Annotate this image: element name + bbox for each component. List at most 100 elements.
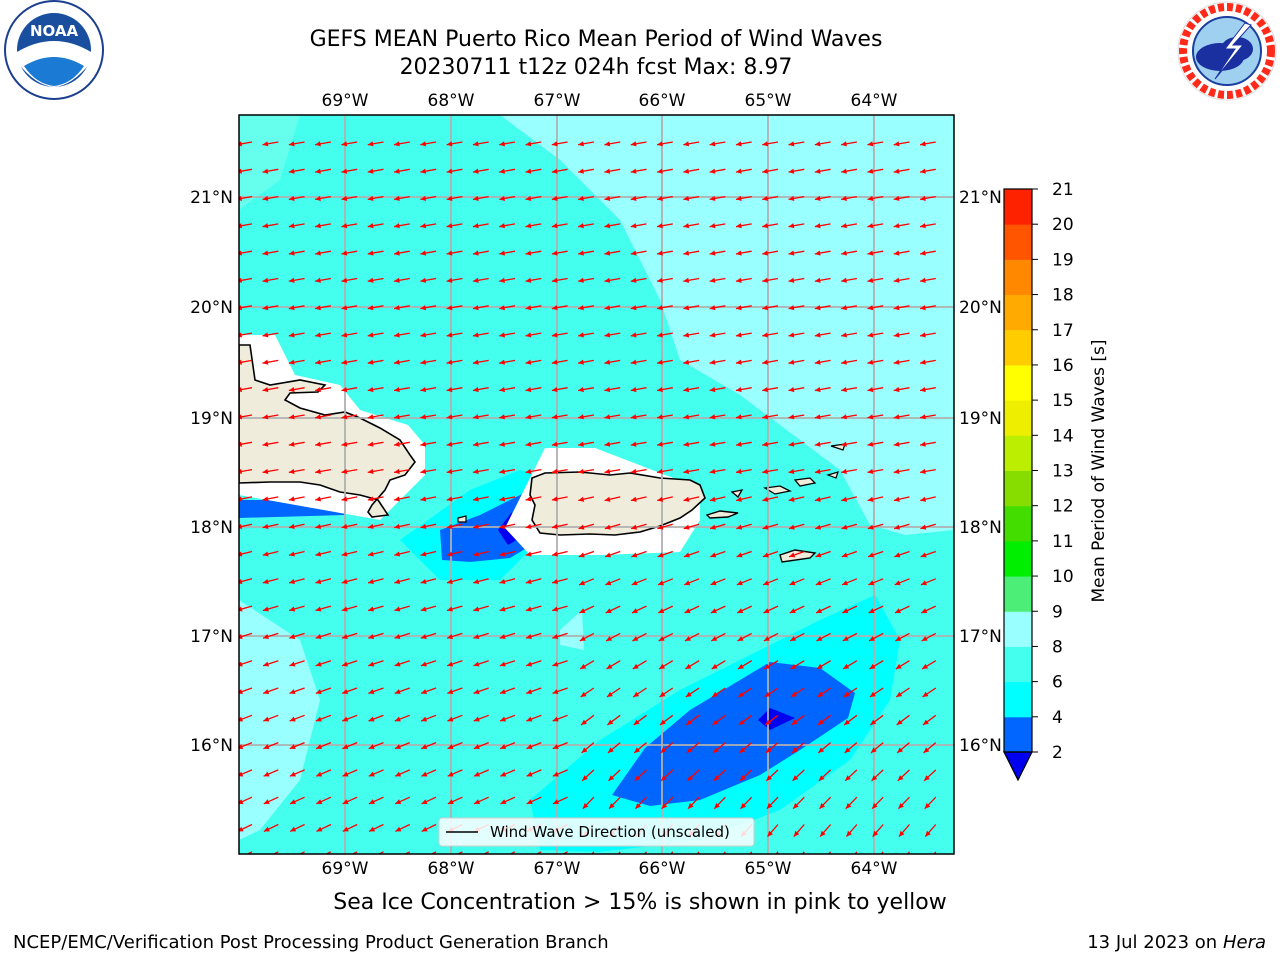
wave-direction-arrow [607, 714, 621, 726]
wave-direction-arrow [762, 141, 779, 147]
wave-direction-arrow [342, 796, 358, 805]
wave-direction-arrow [893, 523, 910, 530]
wave-direction-arrow [710, 578, 726, 586]
wave-direction-arrow [420, 496, 437, 502]
wave-direction-arrow [262, 523, 279, 530]
wave-direction-arrow [788, 359, 805, 365]
colorbar-swatch [1004, 435, 1032, 471]
noaa-logo: NOAA [2, 0, 106, 108]
wave-direction-arrow [262, 305, 279, 311]
wave-direction-arrow [630, 468, 647, 475]
colorbar-swatch [1004, 540, 1032, 577]
wave-direction-arrow [736, 523, 752, 530]
wave-direction-arrow [552, 605, 568, 612]
wave-direction-arrow [605, 632, 621, 642]
wave-direction-arrow [473, 632, 489, 640]
wave-direction-arrow [604, 195, 621, 202]
map-area [239, 115, 954, 854]
wave-direction-arrow [262, 223, 279, 229]
lat-label: 20°N [959, 298, 1002, 318]
colorbar-tick-label: 2 [1052, 743, 1063, 763]
wave-direction-arrow [740, 796, 753, 810]
wave-direction-arrow [288, 359, 305, 365]
wave-direction-arrow [263, 769, 279, 777]
wave-direction-arrow [263, 714, 279, 722]
footer-credit: NCEP/EMC/Verification Post Processing Pr… [13, 932, 609, 953]
wave-direction-arrow [393, 441, 410, 447]
wave-direction-arrow [656, 332, 673, 338]
wave-direction-arrow [630, 332, 647, 338]
wave-direction-arrow [683, 359, 700, 365]
wave-direction-arrow [789, 605, 805, 614]
wave-direction-arrow [367, 414, 384, 420]
wave-direction-arrow [315, 305, 332, 311]
lon-label: 67°W [534, 91, 581, 111]
wave-direction-arrow [420, 578, 437, 585]
wave-direction-arrow [578, 578, 595, 586]
wave-direction-arrow [525, 250, 542, 256]
wave-direction-arrow [737, 632, 753, 642]
wave-direction-arrow [289, 823, 305, 832]
wave-direction-arrow [446, 359, 463, 365]
wave-direction-arrow [526, 741, 542, 750]
wave-direction-arrow [841, 277, 858, 283]
light-wave-region-sw [239, 600, 320, 840]
wave-direction-arrow [472, 468, 489, 475]
wave-direction-arrow [606, 660, 621, 670]
wave-direction-arrow [870, 714, 884, 726]
wave-direction-arrow [288, 578, 305, 585]
wave-direction-arrow [239, 496, 253, 502]
wave-direction-arrow [315, 223, 332, 229]
wave-direction-arrow [788, 468, 805, 475]
wave-direction-arrow [288, 141, 305, 147]
wave-direction-arrow [686, 742, 700, 754]
wave-direction-arrow [499, 714, 516, 722]
wave-direction-arrow [762, 441, 779, 447]
lat-label: 16°N [959, 736, 1002, 756]
wave-direction-arrow [868, 578, 884, 586]
wave-direction-arrow [893, 468, 910, 475]
wave-direction-arrow [446, 168, 463, 174]
wave-direction-arrow [499, 223, 516, 229]
legend: Wind Wave Direction (unscaled) [438, 817, 755, 847]
wave-direction-arrow [919, 195, 936, 202]
wave-direction-arrow [239, 250, 253, 256]
wave-direction-arrow [687, 796, 700, 810]
wave-direction-arrow [525, 359, 542, 365]
wave-direction-arrow [788, 441, 805, 447]
wave-direction-arrow [919, 168, 936, 174]
wave-direction-arrow [867, 277, 884, 283]
wave-direction-arrow [446, 496, 463, 502]
wave-direction-arrow [262, 386, 279, 393]
wave-direction-arrow [472, 168, 489, 174]
wave-direction-arrow [315, 660, 332, 667]
wave-direction-arrow [404, 851, 411, 854]
wave-direction-arrow [604, 250, 621, 256]
wave-direction-arrow [841, 496, 858, 502]
wave-direction-arrow [709, 386, 726, 393]
wave-direction-arrow [762, 468, 779, 475]
wave-direction-arrow [552, 632, 568, 640]
wave-direction-arrow [604, 441, 621, 447]
wave-direction-arrow [342, 714, 358, 722]
wave-direction-arrow [239, 823, 253, 832]
wave-direction-arrow [499, 359, 516, 365]
wave-direction-arrow [551, 578, 568, 585]
wave-direction-arrow [919, 359, 936, 365]
wave-direction-arrow [446, 386, 463, 393]
wave-direction-arrow [816, 632, 831, 642]
wave-direction-arrow [578, 414, 595, 420]
wave-direction-arrow [764, 687, 779, 698]
footer-date: 13 Jul 2023 on Hera [1087, 932, 1266, 953]
lon-label: 66°W [639, 91, 686, 111]
wave-direction-arrow [420, 250, 437, 256]
wave-direction-arrow [239, 305, 253, 311]
wave-direction-arrow [684, 578, 700, 586]
wave-direction-arrow [341, 141, 358, 147]
wave-direction-arrow [262, 141, 279, 147]
wave-direction-arrow [472, 550, 489, 557]
wave-direction-arrow [709, 195, 726, 202]
wave-direction-arrow [551, 441, 568, 447]
wave-direction-arrow [683, 496, 700, 502]
wave-direction-arrow [658, 660, 674, 670]
